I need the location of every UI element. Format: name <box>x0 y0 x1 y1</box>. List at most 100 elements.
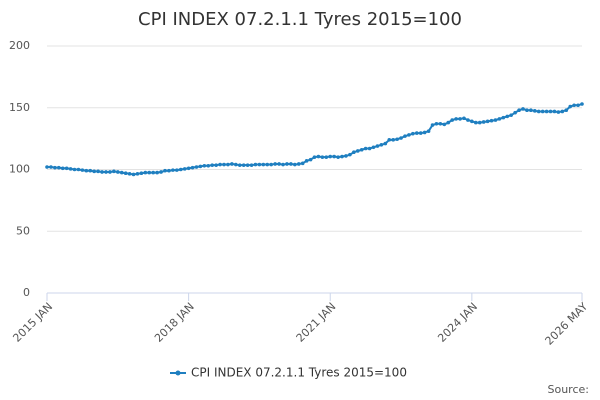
legend-marker <box>175 370 181 376</box>
legend-label: CPI INDEX 07.2.1.1 Tyres 2015=100 <box>191 366 407 380</box>
data-point <box>210 163 215 167</box>
data-point <box>253 162 258 167</box>
data-point <box>178 167 183 172</box>
data-point <box>308 157 313 162</box>
x-tick-label: 2026 MAY <box>543 300 591 348</box>
data-point <box>513 110 517 115</box>
data-point <box>336 155 340 159</box>
data-point <box>119 170 124 175</box>
data-point <box>112 169 116 174</box>
data-point <box>556 110 561 114</box>
data-point <box>521 107 525 111</box>
data-point <box>544 109 549 114</box>
data-point <box>560 109 565 114</box>
data-point <box>186 166 191 171</box>
data-point <box>509 113 513 117</box>
data-point <box>108 170 112 174</box>
data-point <box>564 108 569 113</box>
series-line <box>47 103 583 176</box>
data-point <box>249 163 254 167</box>
data-point <box>60 166 65 171</box>
data-point <box>64 166 69 171</box>
y-tick-label: 50 <box>16 224 30 237</box>
data-point <box>206 163 211 168</box>
data-point <box>226 162 230 167</box>
data-point <box>234 162 238 167</box>
data-point <box>72 167 77 172</box>
data-point <box>387 138 392 142</box>
data-point <box>450 118 454 122</box>
data-point <box>414 131 419 135</box>
data-point <box>269 162 274 167</box>
data-point <box>218 162 222 167</box>
data-point <box>304 159 309 163</box>
data-point <box>399 136 403 140</box>
data-point <box>131 172 136 177</box>
data-point <box>198 164 203 169</box>
data-point <box>481 120 486 124</box>
data-point <box>359 147 364 152</box>
data-point <box>273 162 277 166</box>
data-point <box>143 170 148 175</box>
data-point <box>289 162 293 166</box>
data-point <box>411 131 415 136</box>
source: Source: <box>548 383 590 396</box>
data-point <box>517 108 521 113</box>
data-point <box>340 154 344 159</box>
x-tick-label: 2015 JAN <box>10 300 55 345</box>
data-point <box>418 131 423 135</box>
data-point <box>237 163 242 167</box>
y-tick-label: 100 <box>9 163 30 176</box>
data-point <box>324 155 329 159</box>
data-point <box>214 163 218 167</box>
data-point <box>473 120 478 125</box>
data-point <box>493 118 498 122</box>
data-point <box>320 155 325 159</box>
data-point <box>332 154 336 159</box>
data-point <box>175 168 179 172</box>
data-point <box>580 102 584 106</box>
data-point <box>536 109 541 114</box>
data-point <box>442 122 447 127</box>
data-point <box>116 170 120 174</box>
data-point <box>277 162 281 166</box>
data-point <box>167 168 171 173</box>
data-point <box>171 168 175 172</box>
data-point <box>261 162 266 167</box>
data-point <box>548 109 553 114</box>
data-point <box>371 145 376 150</box>
y-tick-label: 150 <box>9 101 30 114</box>
data-point <box>222 162 226 167</box>
data-point <box>123 171 128 176</box>
data-point <box>300 161 305 166</box>
data-point <box>572 103 576 108</box>
data-point <box>568 104 572 109</box>
data-point <box>45 165 49 169</box>
data-point <box>462 116 466 121</box>
data-point <box>552 109 557 114</box>
data-point <box>466 118 470 122</box>
data-point <box>127 172 132 176</box>
data-point <box>576 103 580 108</box>
data-point <box>241 163 246 167</box>
data-point <box>163 168 167 173</box>
data-point <box>505 114 510 119</box>
data-point <box>230 162 234 166</box>
data-point <box>497 117 502 121</box>
data-point <box>529 108 533 113</box>
data-point <box>316 154 321 159</box>
y-tick-label: 200 <box>9 39 30 52</box>
data-point <box>430 123 435 127</box>
data-point <box>477 120 482 125</box>
data-point <box>446 120 451 125</box>
x-tick-label: 2024 JAN <box>435 300 480 345</box>
data-point <box>501 115 506 120</box>
data-point <box>100 170 104 174</box>
data-point <box>426 129 431 134</box>
data-point <box>293 162 297 167</box>
data-point <box>312 155 317 159</box>
data-point <box>352 150 356 155</box>
data-point <box>367 146 372 151</box>
data-point <box>49 165 53 169</box>
